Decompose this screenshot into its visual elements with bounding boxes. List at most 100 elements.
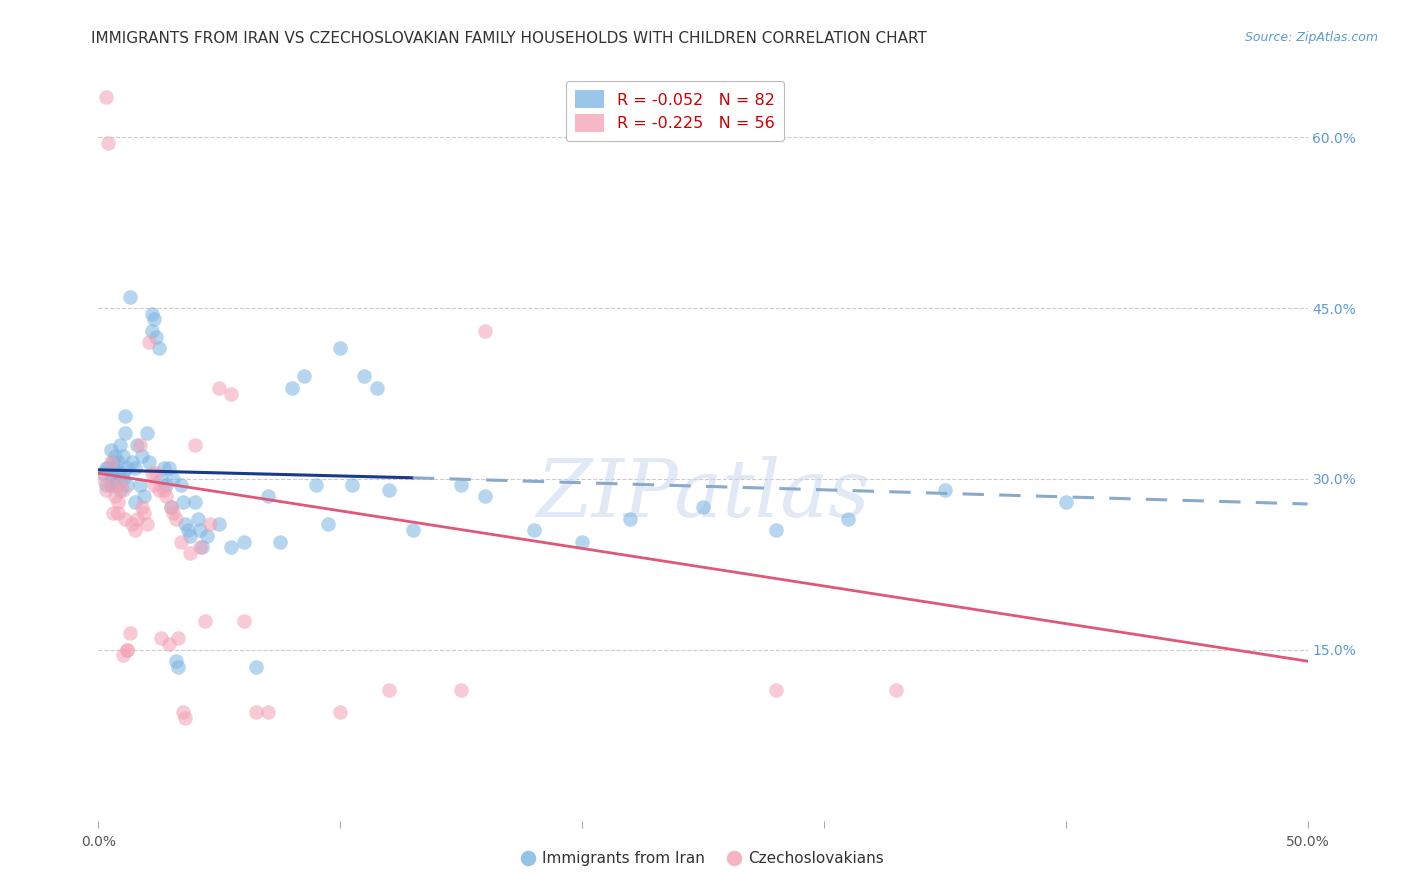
- Point: [111, 449, 134, 463]
- Point: [221, 541, 243, 555]
- Point: [108, 483, 131, 498]
- Point: [143, 477, 166, 491]
- Point: [191, 541, 214, 555]
- Point: [131, 500, 153, 515]
- Point: [101, 472, 124, 486]
- Point: [281, 381, 304, 395]
- Point: [329, 706, 352, 720]
- Point: [101, 506, 124, 520]
- Point: [377, 682, 399, 697]
- Point: [174, 711, 197, 725]
- Point: [128, 477, 150, 491]
- Point: [111, 648, 134, 663]
- Point: [232, 534, 254, 549]
- Point: [619, 512, 641, 526]
- Point: [94, 477, 117, 491]
- Point: [162, 506, 184, 520]
- Point: [692, 500, 714, 515]
- Point: [134, 506, 156, 520]
- Point: [104, 449, 127, 463]
- Point: [152, 483, 174, 498]
- Point: [167, 660, 190, 674]
- Point: [169, 477, 191, 491]
- Point: [269, 534, 291, 549]
- Point: [157, 637, 180, 651]
- Point: [134, 489, 156, 503]
- Point: [177, 523, 200, 537]
- Point: [94, 460, 117, 475]
- Point: [118, 625, 141, 640]
- Point: [111, 472, 134, 486]
- Point: [108, 438, 131, 452]
- Text: ZIPatlas: ZIPatlas: [536, 456, 870, 533]
- Point: [111, 483, 134, 498]
- Point: [157, 460, 180, 475]
- Point: [124, 460, 146, 475]
- Point: [97, 460, 120, 475]
- Point: [165, 654, 187, 668]
- Point: [172, 706, 194, 720]
- Point: [150, 472, 173, 486]
- Point: [152, 460, 174, 475]
- Point: [145, 467, 167, 481]
- Text: IMMIGRANTS FROM IRAN VS CZECHOSLOVAKIAN FAMILY HOUSEHOLDS WITH CHILDREN CORRELAT: IMMIGRANTS FROM IRAN VS CZECHOSLOVAKIAN …: [91, 31, 928, 46]
- Point: [135, 517, 157, 532]
- Legend: Immigrants from Iran, Czechoslovakians: Immigrants from Iran, Czechoslovakians: [516, 845, 890, 872]
- Point: [155, 489, 177, 503]
- Point: [305, 477, 328, 491]
- Point: [523, 523, 546, 537]
- Point: [97, 136, 120, 150]
- Point: [221, 386, 243, 401]
- Point: [208, 381, 231, 395]
- Point: [292, 369, 315, 384]
- Point: [118, 290, 141, 304]
- Point: [138, 455, 160, 469]
- Point: [765, 682, 787, 697]
- Point: [145, 329, 167, 343]
- Point: [100, 467, 122, 481]
- Point: [165, 512, 187, 526]
- Point: [107, 467, 129, 481]
- Point: [886, 682, 908, 697]
- Point: [127, 438, 149, 452]
- Point: [450, 682, 472, 697]
- Point: [188, 541, 211, 555]
- Text: Source: ZipAtlas.com: Source: ZipAtlas.com: [1244, 31, 1378, 45]
- Point: [179, 529, 201, 543]
- Point: [91, 472, 114, 486]
- Point: [198, 517, 221, 532]
- Point: [124, 523, 146, 537]
- Point: [571, 534, 593, 549]
- Point: [138, 335, 160, 350]
- Point: [141, 307, 163, 321]
- Point: [184, 494, 207, 508]
- Point: [450, 477, 472, 491]
- Point: [111, 467, 134, 481]
- Point: [131, 449, 153, 463]
- Point: [107, 455, 129, 469]
- Point: [162, 472, 184, 486]
- Point: [188, 523, 211, 537]
- Point: [837, 512, 859, 526]
- Point: [256, 706, 278, 720]
- Point: [342, 477, 364, 491]
- Point: [114, 409, 136, 424]
- Point: [107, 494, 129, 508]
- Point: [100, 443, 122, 458]
- Point: [169, 534, 191, 549]
- Point: [195, 529, 218, 543]
- Point: [108, 477, 131, 491]
- Point: [160, 500, 183, 515]
- Point: [402, 523, 425, 537]
- Point: [135, 426, 157, 441]
- Point: [172, 494, 194, 508]
- Point: [128, 438, 150, 452]
- Point: [208, 517, 231, 532]
- Point: [155, 477, 177, 491]
- Point: [100, 477, 122, 491]
- Point: [179, 546, 201, 560]
- Point: [353, 369, 375, 384]
- Point: [245, 706, 267, 720]
- Point: [934, 483, 956, 498]
- Point: [194, 615, 217, 629]
